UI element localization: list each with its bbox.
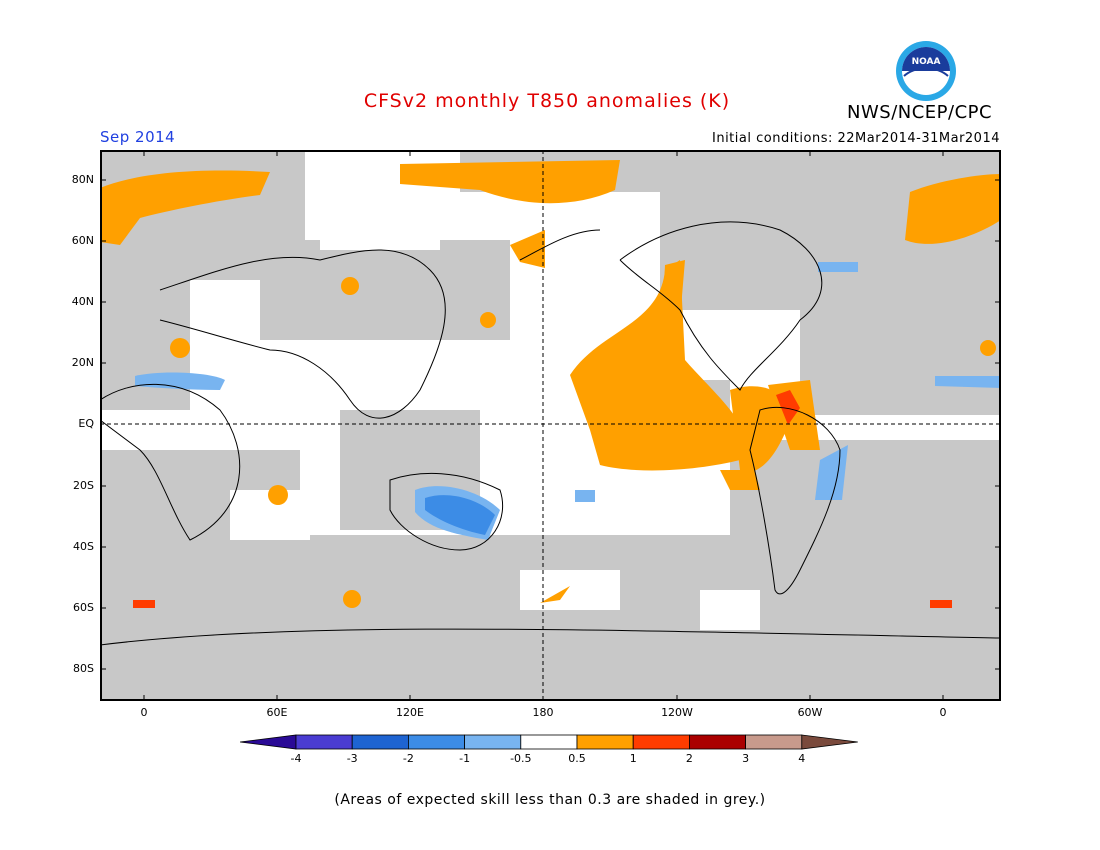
colorbar-label: 4 xyxy=(798,752,806,765)
lat-label: 40N xyxy=(71,295,94,308)
lat-label: 40S xyxy=(73,540,94,553)
colorbar-label: -3 xyxy=(346,752,358,765)
anomaly-map xyxy=(100,150,1001,701)
map-title: CFSv2 monthly T850 anomalies (K) xyxy=(363,90,731,112)
noaa-logo: NOAA xyxy=(896,41,956,101)
lon-label: 60W xyxy=(797,706,823,719)
lon-label: 120W xyxy=(661,706,693,719)
lat-label: 60S xyxy=(73,601,94,614)
map-frame xyxy=(100,150,1001,701)
lon-label: 0 xyxy=(140,706,148,719)
lon-label: 180 xyxy=(532,706,554,719)
colorbar-segment xyxy=(688,734,746,750)
lat-label: EQ xyxy=(78,417,94,430)
colorbar-segment xyxy=(576,734,634,750)
colorbar-label: -1 xyxy=(459,752,471,765)
colorbar-segment xyxy=(801,734,858,750)
forecast-month: Sep 2014 xyxy=(100,128,176,146)
cool-anomalies-strong xyxy=(425,495,495,535)
lon-label: 0 xyxy=(939,706,947,719)
color-bar xyxy=(240,734,858,750)
lat-label: 20S xyxy=(73,479,94,492)
colorbar-segment xyxy=(295,734,353,750)
svg-text:NOAA: NOAA xyxy=(912,57,941,67)
colorbar-segment xyxy=(407,734,465,750)
agency-label: NWS/NCEP/CPC xyxy=(847,102,993,123)
low-skill-regions xyxy=(100,150,1001,701)
colorbar-label: 3 xyxy=(742,752,750,765)
footnote: (Areas of expected skill less than 0.3 a… xyxy=(334,792,766,808)
lon-label: 60E xyxy=(266,706,288,719)
lat-label: 60N xyxy=(71,234,94,247)
initial-conditions: Initial conditions: 22Mar2014-31Mar2014 xyxy=(712,131,1000,146)
colorbar-label: -0.5 xyxy=(510,752,532,765)
coastlines xyxy=(100,221,1001,646)
colorbar-segment xyxy=(632,734,690,750)
colorbar-label: 0.5 xyxy=(568,752,586,765)
lat-label: 20N xyxy=(71,356,94,369)
colorbar-label: -4 xyxy=(290,752,302,765)
colorbar-segment xyxy=(464,734,522,750)
colorbar-label: 1 xyxy=(629,752,637,765)
colorbar-segment xyxy=(745,734,803,750)
colorbar-segment xyxy=(520,734,578,750)
lat-label: 80S xyxy=(73,662,94,675)
colorbar-segment xyxy=(240,734,297,750)
hot-anomalies xyxy=(133,390,952,608)
colorbar-segment xyxy=(351,734,409,750)
lat-label: 80N xyxy=(71,173,94,186)
colorbar-label: 2 xyxy=(685,752,693,765)
colorbar-label: -2 xyxy=(402,752,414,765)
lon-label: 120E xyxy=(396,706,424,719)
